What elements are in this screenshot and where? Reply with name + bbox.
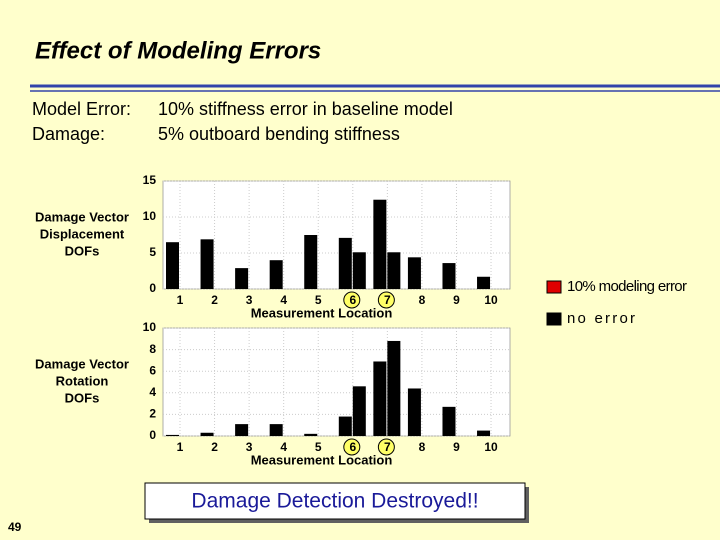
y-axis-label: Displacement: [40, 226, 125, 241]
x-tick-label: 7: [384, 293, 391, 307]
y-axis-label: Damage Vector: [35, 356, 129, 371]
page-number: 49: [8, 520, 22, 534]
y-tick-label: 6: [149, 363, 156, 377]
bar: [352, 252, 366, 289]
x-tick-label: 6: [349, 293, 356, 307]
bar: [407, 388, 421, 436]
x-axis-label: Measurement Location: [251, 305, 393, 320]
highlight-circle: [377, 291, 395, 309]
x-tick-label: 6: [349, 440, 356, 454]
bar: [269, 424, 283, 436]
highlight-circle: [343, 291, 361, 309]
y-tick-label: 2: [149, 407, 156, 421]
bar: [200, 239, 214, 289]
y-axis-label: DOFs: [65, 243, 100, 258]
bar: [352, 386, 366, 436]
line-text: 5% outboard bending stiffness: [158, 124, 400, 144]
bar: [166, 434, 179, 436]
x-tick-label: 5: [315, 293, 322, 307]
bar: [373, 199, 387, 289]
x-tick-label: 1: [177, 440, 184, 454]
bar: [338, 416, 352, 436]
x-tick-label: 4: [280, 293, 287, 307]
x-tick-label: 9: [453, 440, 460, 454]
bar: [304, 235, 318, 289]
bar: [387, 340, 401, 436]
bar: [200, 432, 214, 436]
slide-title: Effect of Modeling Errors: [35, 37, 321, 64]
bar: [477, 276, 491, 289]
highlight-circle: [343, 438, 361, 456]
y-axis-label: Rotation: [56, 373, 109, 388]
bar: [442, 406, 456, 436]
bar: [442, 263, 456, 289]
y-tick-label: 10: [143, 209, 157, 223]
highlight-circle: [377, 438, 395, 456]
bar: [407, 257, 421, 289]
y-tick-label: 0: [149, 428, 156, 442]
y-tick-label: 4: [149, 385, 156, 399]
line-label: Damage:: [32, 124, 105, 144]
y-axis-label: DOFs: [65, 390, 100, 405]
y-tick-label: 8: [149, 342, 156, 356]
x-tick-label: 1: [177, 293, 184, 307]
bar: [373, 361, 387, 436]
callout-text: Damage Detection Destroyed!!: [191, 490, 478, 513]
legend-swatch: [546, 280, 562, 294]
bar: [235, 268, 249, 289]
legend-label: no error: [567, 310, 635, 327]
x-tick-label: 5: [315, 440, 322, 454]
x-tick-label: 10: [484, 440, 498, 454]
bar: [304, 433, 318, 436]
bar: [338, 237, 352, 289]
x-tick-label: 7: [384, 440, 391, 454]
x-tick-label: 8: [419, 293, 426, 307]
x-tick-label: 2: [211, 440, 218, 454]
y-tick-label: 0: [149, 281, 156, 295]
line-text: 10% stiffness error in baseline model: [158, 99, 453, 119]
bar: [235, 424, 249, 436]
x-tick-label: 9: [453, 293, 460, 307]
x-tick-label: 2: [211, 293, 218, 307]
x-axis-label: Measurement Location: [251, 452, 393, 467]
bar: [166, 242, 179, 289]
bar: [387, 252, 401, 289]
x-tick-label: 10: [484, 293, 498, 307]
y-tick-label: 10: [143, 320, 157, 334]
bar: [269, 260, 283, 289]
x-tick-label: 3: [246, 440, 253, 454]
bar: [477, 430, 491, 436]
x-tick-label: 4: [280, 440, 287, 454]
y-axis-label: Damage Vector: [35, 209, 129, 224]
line-label: Model Error:: [32, 99, 131, 119]
x-tick-label: 3: [246, 293, 253, 307]
callout-box: [144, 482, 526, 520]
y-tick-label: 5: [149, 245, 156, 259]
x-tick-label: 8: [419, 440, 426, 454]
y-tick-label: 15: [143, 173, 157, 187]
legend-swatch: [546, 312, 562, 326]
legend-label: 10% modeling error: [567, 278, 687, 295]
